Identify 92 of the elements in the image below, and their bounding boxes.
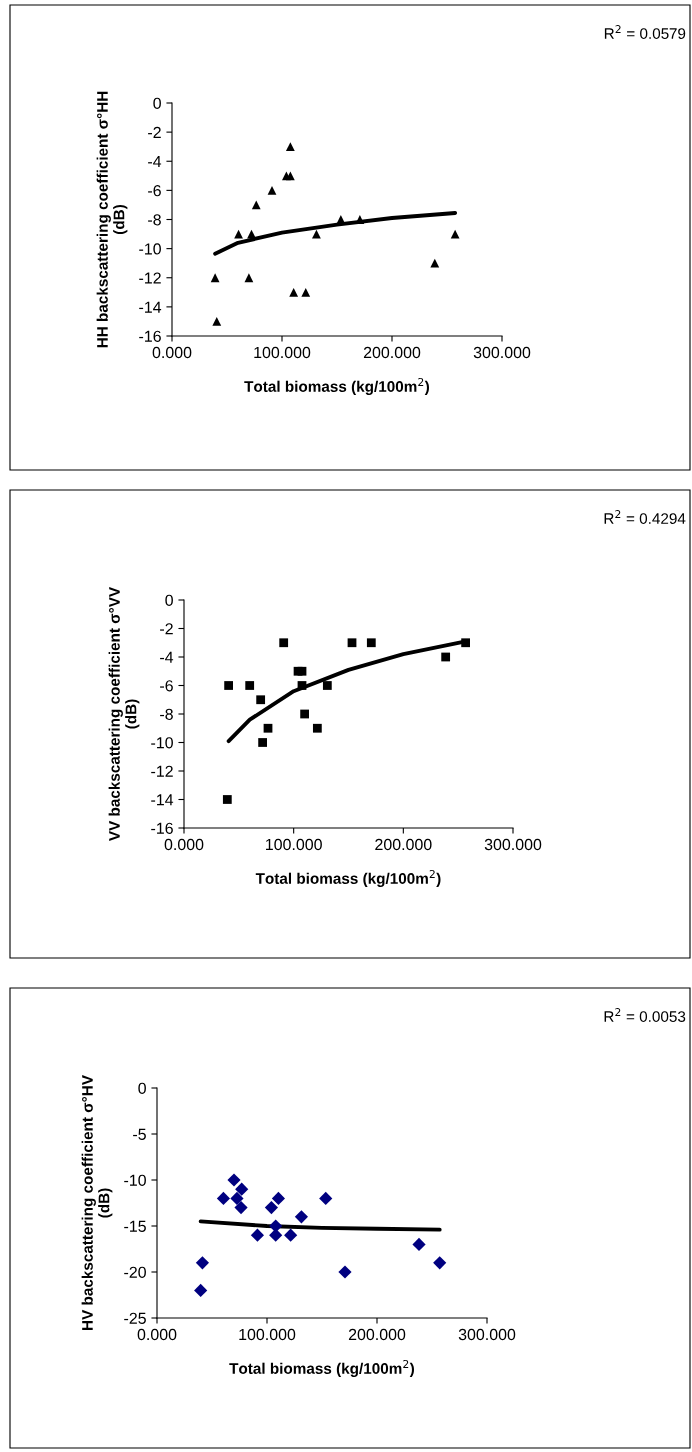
point bbox=[461, 638, 471, 648]
point bbox=[194, 1283, 208, 1297]
y-tick-label: -14 bbox=[151, 794, 174, 806]
point bbox=[322, 681, 332, 690]
point bbox=[235, 1182, 249, 1196]
point bbox=[216, 1191, 231, 1205]
x-tick-label: 100.000 bbox=[254, 346, 311, 359]
text: R$^{2}$ = 0.0053 bbox=[604, 1008, 686, 1022]
point bbox=[294, 1210, 309, 1224]
point bbox=[285, 142, 295, 152]
y-tick-label: -6 bbox=[160, 680, 173, 692]
point bbox=[212, 317, 222, 326]
y-tick-label: -6 bbox=[148, 185, 161, 197]
point bbox=[251, 200, 261, 210]
y-axis-title: VV backscattering coefficient σ°VV (dB) bbox=[108, 586, 140, 842]
point bbox=[430, 258, 440, 268]
y-tick-label: 0 bbox=[153, 97, 161, 109]
point bbox=[210, 273, 220, 283]
x-tick-label: 0.000 bbox=[152, 346, 192, 359]
point bbox=[412, 1237, 426, 1251]
x-tick-label: 300.000 bbox=[484, 838, 542, 851]
line-series bbox=[198, 1219, 442, 1232]
y-tick-label: -16 bbox=[139, 330, 161, 342]
y-tick-label: -12 bbox=[151, 765, 173, 777]
y-axis-title: HV backscattering coefficient σ°HV (dB) bbox=[81, 1075, 113, 1330]
point bbox=[319, 1191, 333, 1205]
y-tick-label: -10 bbox=[124, 1174, 146, 1186]
x-tick-label: 0.000 bbox=[137, 1328, 177, 1341]
point bbox=[244, 273, 254, 283]
text: R$^{2}$ = 0.4294 bbox=[604, 510, 686, 524]
point bbox=[256, 695, 266, 705]
x-axis-title: Total biomass (kg/100m$^{2}$) bbox=[255, 869, 441, 887]
y-tick-label: -2 bbox=[160, 623, 173, 635]
x-tick-label: 100.000 bbox=[266, 838, 322, 851]
point bbox=[267, 185, 277, 195]
point bbox=[222, 795, 232, 804]
point bbox=[230, 1191, 244, 1205]
y-tick-label: -8 bbox=[148, 214, 161, 226]
y-tick-label: -4 bbox=[160, 651, 174, 663]
point bbox=[263, 723, 273, 733]
y-tick-label: -16 bbox=[151, 822, 173, 834]
point bbox=[289, 287, 299, 297]
point bbox=[366, 638, 376, 648]
x-tick-label: 100.000 bbox=[239, 1328, 296, 1341]
point bbox=[312, 723, 322, 733]
point bbox=[271, 1191, 286, 1205]
y-tick-label: -25 bbox=[124, 1312, 146, 1324]
x-axis-title: Total biomass (kg/100m$^{2}$) bbox=[229, 1359, 415, 1377]
x-tick-label: 200.000 bbox=[375, 838, 432, 851]
point bbox=[234, 1201, 248, 1215]
point bbox=[269, 1228, 283, 1242]
point bbox=[301, 287, 311, 297]
x-tick-label: 200.000 bbox=[348, 1328, 406, 1341]
point bbox=[245, 681, 255, 690]
y-tick-label: -12 bbox=[139, 272, 161, 284]
point bbox=[264, 1201, 278, 1215]
x-tick-label: 0.000 bbox=[164, 838, 204, 851]
point bbox=[441, 652, 451, 662]
text: R$^{2}$ = 0.0579 bbox=[604, 25, 686, 39]
x-tick-label: 300.000 bbox=[473, 346, 531, 359]
x-tick-label: 300.000 bbox=[458, 1328, 516, 1341]
point bbox=[347, 638, 357, 648]
point bbox=[297, 681, 307, 690]
point bbox=[450, 229, 460, 239]
point bbox=[224, 681, 234, 690]
point bbox=[300, 709, 310, 719]
point bbox=[258, 738, 268, 747]
line-series bbox=[213, 211, 458, 256]
y-tick-label: 0 bbox=[138, 1082, 146, 1094]
point bbox=[336, 215, 346, 224]
point bbox=[284, 1228, 298, 1242]
point bbox=[227, 1173, 241, 1187]
x-tick-label: 200.000 bbox=[363, 346, 421, 359]
y-tick-label: -10 bbox=[139, 243, 161, 255]
point bbox=[297, 666, 307, 676]
point bbox=[433, 1256, 447, 1270]
y-tick-label: -5 bbox=[133, 1128, 146, 1140]
point bbox=[338, 1265, 352, 1279]
y-tick-label: -8 bbox=[160, 708, 173, 720]
y-tick-label: -10 bbox=[151, 737, 173, 749]
y-tick-label: -4 bbox=[148, 156, 162, 168]
point bbox=[279, 638, 289, 648]
y-tick-label: 0 bbox=[165, 594, 173, 606]
y-tick-label: -15 bbox=[124, 1220, 146, 1232]
y-tick-label: -2 bbox=[148, 126, 161, 138]
x-axis-title: Total biomass (kg/100m$^{2}$) bbox=[244, 377, 430, 395]
point bbox=[195, 1256, 210, 1270]
point bbox=[250, 1228, 265, 1242]
point bbox=[285, 171, 295, 181]
y-tick-label: -20 bbox=[124, 1266, 146, 1278]
y-axis-title: HH backscattering coefficient σ°HH (dB) bbox=[96, 91, 128, 348]
y-tick-label: -14 bbox=[139, 301, 162, 313]
